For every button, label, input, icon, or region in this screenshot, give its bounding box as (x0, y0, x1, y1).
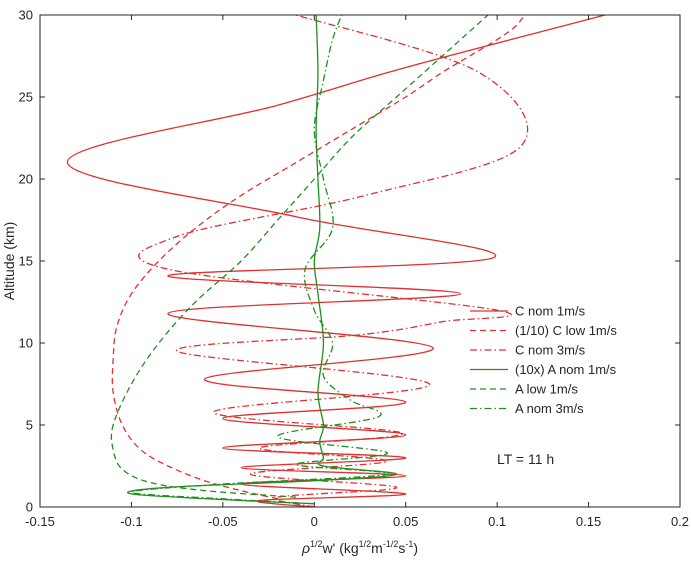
y-tick-label: 20 (19, 172, 33, 187)
x-tick-label: 0.15 (576, 514, 601, 529)
y-tick-label: 25 (19, 90, 33, 105)
x-axis-title: ρ1/2w' (kg1/2m-1/2s-1) (301, 539, 418, 556)
legend-label: C nom 3m/s (515, 343, 586, 358)
y-axis-title: Altitude (km) (1, 222, 17, 301)
legend-label: (1/10) C low 1m/s (515, 323, 617, 338)
x-tick-label: 0.1 (488, 514, 506, 529)
x-axis-ticks: -0.15 -0.1 -0.05 0 0.05 0.1 0.15 0.2 (25, 15, 689, 529)
y-tick-label: 5 (26, 418, 33, 433)
x-tick-label: -0.15 (25, 514, 55, 529)
annotation-local-time: LT = 11 h (497, 451, 554, 467)
series-line-2 (111, 14, 526, 500)
x-tick-label: -0.05 (208, 514, 238, 529)
x-tick-label: 0.05 (393, 514, 418, 529)
legend-label: A nom 3m/s (515, 401, 584, 416)
legend-label: (10x) A nom 1m/s (515, 362, 617, 377)
legend: C nom 1m/s (1/10) C low 1m/s C nom 3m/s (10… (470, 304, 617, 416)
y-tick-label: 30 (19, 8, 33, 23)
legend-label: C nom 1m/s (515, 304, 586, 319)
y-axis-ticks: 0 5 10 15 20 25 30 (19, 8, 680, 515)
y-tick-label: 10 (19, 336, 33, 351)
series-layer (66, 14, 606, 508)
series-line-1 (66, 14, 606, 508)
series-line-5 (110, 14, 489, 498)
x-tick-label: 0 (311, 514, 318, 529)
legend-label: A low 1m/s (515, 382, 578, 397)
x-tick-label: -0.1 (120, 514, 142, 529)
y-tick-label: 15 (19, 254, 33, 269)
x-tick-label: 0.2 (671, 514, 689, 529)
y-tick-label: 0 (26, 500, 33, 515)
